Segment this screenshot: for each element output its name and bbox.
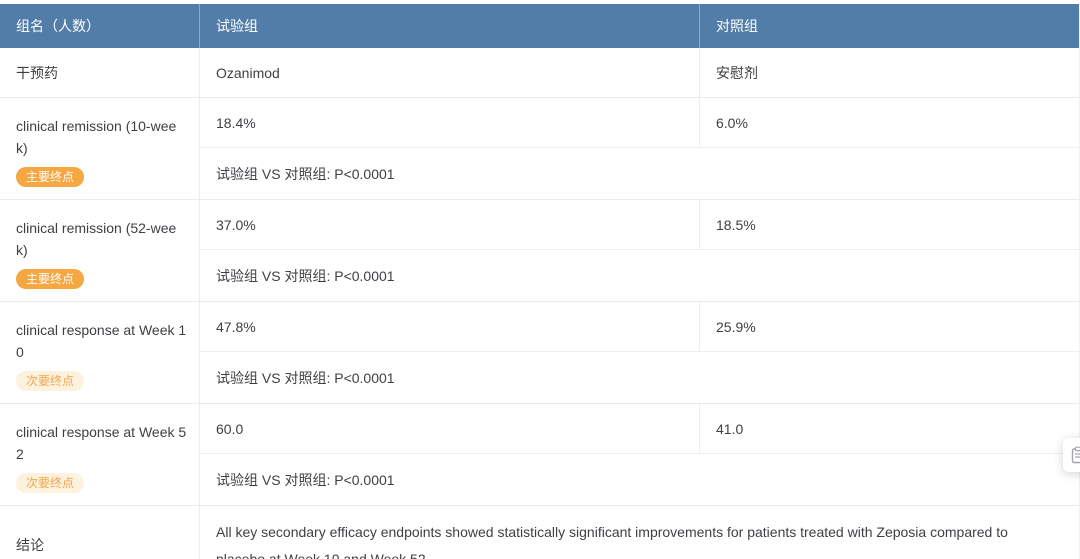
endpoint-label: clinical response at Week 52 [16,424,187,462]
col-header-test-group: 试验组 [200,4,700,48]
secondary-endpoint-badge: 次要终点 [16,473,85,493]
endpoint-label: clinical remission (52-week) [16,220,177,258]
primary-endpoint-badge: 主要终点 [16,167,85,187]
col-header-group-name: 组名（人数） [0,4,200,48]
endpoint-label-cell: clinical remission (10-week) 主要终点 [0,98,200,199]
clipboard-icon [1070,446,1080,464]
control-value: 6.0% [716,114,748,131]
primary-endpoint-badge: 主要终点 [16,269,85,289]
table-row-endpoint: clinical remission (10-week) 主要终点 18.4% … [0,98,1079,200]
control-value: 25.9% [716,318,756,335]
test-value: 37.0% [200,200,700,249]
p-value-comparison: 试验组 VS 对照组: P<0.0001 [216,471,395,488]
test-value: 47.8% [200,302,700,351]
table-row-conclusion: 结论 All key secondary efficacy endpoints … [0,506,1079,559]
p-value-comparison: 试验组 VS 对照组: P<0.0001 [216,369,395,386]
intervention-control-value: 安慰剂 [716,64,758,81]
conclusion-label: 结论 [0,506,200,559]
endpoint-label-cell: clinical response at Week 52 次要终点 [0,404,200,505]
conclusion-text: All key secondary efficacy endpoints sho… [216,524,1008,559]
endpoint-label-cell: clinical remission (52-week) 主要终点 [0,200,200,301]
test-value: 18.4% [200,98,700,147]
endpoint-label: clinical response at Week 10 [16,322,187,360]
floating-action-button[interactable] [1063,438,1080,472]
control-value: 41.0 [716,420,744,437]
secondary-endpoint-badge: 次要终点 [16,371,85,391]
endpoint-label-cell: clinical response at Week 10 次要终点 [0,302,200,403]
intervention-label: 干预药 [0,48,200,97]
col-header-control-group: 对照组 [716,18,758,34]
endpoint-label: clinical remission (10-week) [16,118,177,156]
p-value-comparison: 试验组 VS 对照组: P<0.0001 [216,267,395,284]
clinical-trial-table: 组名（人数） 试验组 对照组 干预药 Ozanimod 安慰剂 clinical… [0,4,1080,559]
test-value: 60.0 [200,404,700,453]
p-value-comparison: 试验组 VS 对照组: P<0.0001 [216,165,395,182]
table-header-row: 组名（人数） 试验组 对照组 [0,4,1079,48]
table-row-endpoint: clinical response at Week 52 次要终点 60.0 4… [0,404,1079,506]
table-row-endpoint: clinical remission (52-week) 主要终点 37.0% … [0,200,1079,302]
intervention-test-value: Ozanimod [200,48,700,97]
table-row-endpoint: clinical response at Week 10 次要终点 47.8% … [0,302,1079,404]
table-row-intervention: 干预药 Ozanimod 安慰剂 [0,48,1079,98]
control-value: 18.5% [716,216,756,233]
